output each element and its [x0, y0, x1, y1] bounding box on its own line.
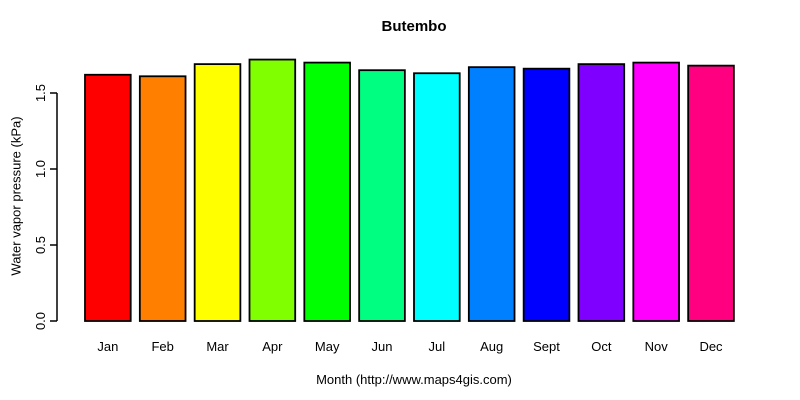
chart-title: Butembo [381, 18, 447, 35]
x-tick-label: Aug [480, 339, 503, 354]
bar-oct [577, 63, 626, 322]
bar-may [303, 61, 351, 322]
bar-jan [84, 73, 132, 322]
x-tick-label: Jul [429, 339, 446, 354]
x-tick-label: Mar [206, 339, 229, 354]
x-tick-label: Jan [97, 339, 118, 354]
x-axis-label: Month (http://www.maps4gis.com) [316, 372, 512, 387]
x-tick-label: Dec [699, 339, 723, 354]
x-tick-label: Nov [645, 339, 669, 354]
y-tick-label: 1.5 [33, 84, 48, 102]
bar-apr [248, 58, 297, 322]
x-tick-label: Oct [591, 339, 612, 354]
bar-dec [687, 64, 735, 322]
bar-jul [413, 72, 461, 322]
x-tick-label: Jun [372, 339, 393, 354]
y-tick-label: 1.0 [33, 160, 48, 178]
bar-nov [632, 61, 680, 322]
x-tick-label: Sept [533, 339, 560, 354]
bar-jun [358, 69, 406, 322]
bar-feb [138, 75, 187, 322]
y-tick-label: 0.5 [33, 236, 48, 254]
y-tick-label: 0.0 [33, 312, 48, 330]
x-tick-label: Apr [262, 339, 283, 354]
x-tick-label: May [315, 339, 340, 354]
x-tick-label: Feb [151, 339, 173, 354]
bar-sept [522, 67, 571, 322]
bar-aug [467, 66, 516, 322]
bar-mar [193, 63, 242, 322]
